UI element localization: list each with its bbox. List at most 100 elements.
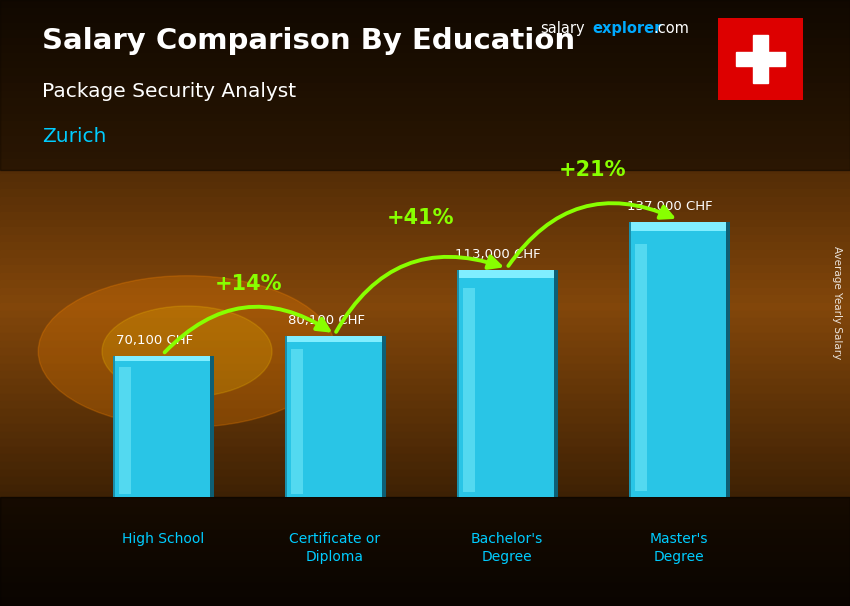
Text: Package Security Analyst: Package Security Analyst [42, 82, 297, 101]
Bar [0, 341, 850, 348]
Bar [0, 144, 850, 152]
Bar [632, 222, 726, 231]
Bar [463, 288, 474, 493]
Bar [0, 0, 850, 170]
Bar [554, 270, 558, 497]
Bar [0, 76, 850, 83]
Bar [0, 45, 850, 53]
Bar [0, 568, 850, 576]
Bar [285, 336, 287, 497]
Bar [0, 296, 850, 303]
Text: Zurich: Zurich [42, 127, 107, 146]
Bar [736, 52, 785, 67]
Bar [116, 356, 210, 497]
Bar [0, 561, 850, 568]
Bar [0, 30, 850, 38]
Text: 137,000 CHF: 137,000 CHF [627, 200, 713, 213]
Text: Bachelor's
Degree: Bachelor's Degree [471, 532, 543, 564]
Bar [0, 364, 850, 371]
Bar [0, 545, 850, 553]
Bar [0, 242, 850, 250]
Bar [0, 23, 850, 30]
Bar [0, 439, 850, 447]
Bar [629, 222, 632, 497]
Bar [0, 318, 850, 325]
Bar [0, 522, 850, 530]
Bar [0, 159, 850, 167]
Bar [0, 280, 850, 288]
Bar [0, 497, 850, 606]
Bar [0, 371, 850, 379]
Ellipse shape [102, 306, 272, 397]
Bar [0, 530, 850, 538]
Bar [0, 204, 850, 212]
Bar [635, 244, 647, 491]
Text: 80,100 CHF: 80,100 CHF [287, 315, 365, 327]
Bar [0, 356, 850, 364]
Bar [0, 128, 850, 136]
Bar [0, 394, 850, 401]
Bar [0, 182, 850, 189]
Bar [0, 106, 850, 114]
Bar [0, 492, 850, 500]
Bar [0, 265, 850, 273]
Bar [0, 8, 850, 15]
Text: 113,000 CHF: 113,000 CHF [456, 248, 541, 261]
Bar [0, 167, 850, 175]
Text: +41%: +41% [387, 208, 455, 228]
Bar [0, 136, 850, 144]
Bar [632, 222, 726, 497]
Text: Certificate or
Diploma: Certificate or Diploma [289, 532, 380, 564]
Bar [116, 356, 210, 361]
Bar [0, 599, 850, 606]
Bar [0, 583, 850, 591]
Bar [0, 152, 850, 159]
Bar [0, 121, 850, 129]
Text: Master's
Degree: Master's Degree [649, 532, 708, 564]
Bar [0, 416, 850, 424]
Bar [0, 470, 850, 478]
Bar [0, 235, 850, 242]
Bar [0, 387, 850, 394]
Bar [0, 348, 850, 356]
Text: explorer: explorer [592, 21, 662, 36]
Bar [0, 538, 850, 545]
Bar [287, 336, 382, 342]
Bar [0, 197, 850, 205]
Bar [753, 35, 768, 83]
Bar [0, 462, 850, 470]
Bar [210, 356, 214, 497]
Text: Salary Comparison By Education: Salary Comparison By Education [42, 27, 575, 55]
Bar [0, 424, 850, 431]
Bar [0, 227, 850, 235]
Bar [0, 311, 850, 318]
Text: +14%: +14% [215, 274, 282, 294]
Bar [0, 515, 850, 522]
Bar [0, 507, 850, 515]
Ellipse shape [38, 276, 336, 427]
Text: 70,100 CHF: 70,100 CHF [116, 335, 193, 347]
Bar [0, 220, 850, 227]
Bar [0, 15, 850, 22]
Bar [0, 258, 850, 265]
Bar [0, 61, 850, 68]
Bar [0, 485, 850, 492]
Text: salary: salary [540, 21, 584, 36]
Bar [0, 175, 850, 182]
Bar [0, 114, 850, 121]
Bar [0, 38, 850, 45]
Bar [0, 478, 850, 485]
Bar [0, 91, 850, 98]
Bar [0, 553, 850, 561]
Bar [456, 270, 460, 497]
Bar [0, 273, 850, 280]
Bar [382, 336, 386, 497]
Bar [0, 576, 850, 583]
Bar [292, 349, 303, 494]
Bar [0, 409, 850, 417]
Bar [119, 367, 131, 494]
Bar [0, 0, 850, 7]
Bar [0, 84, 850, 91]
Bar [460, 270, 554, 497]
Bar [0, 379, 850, 387]
